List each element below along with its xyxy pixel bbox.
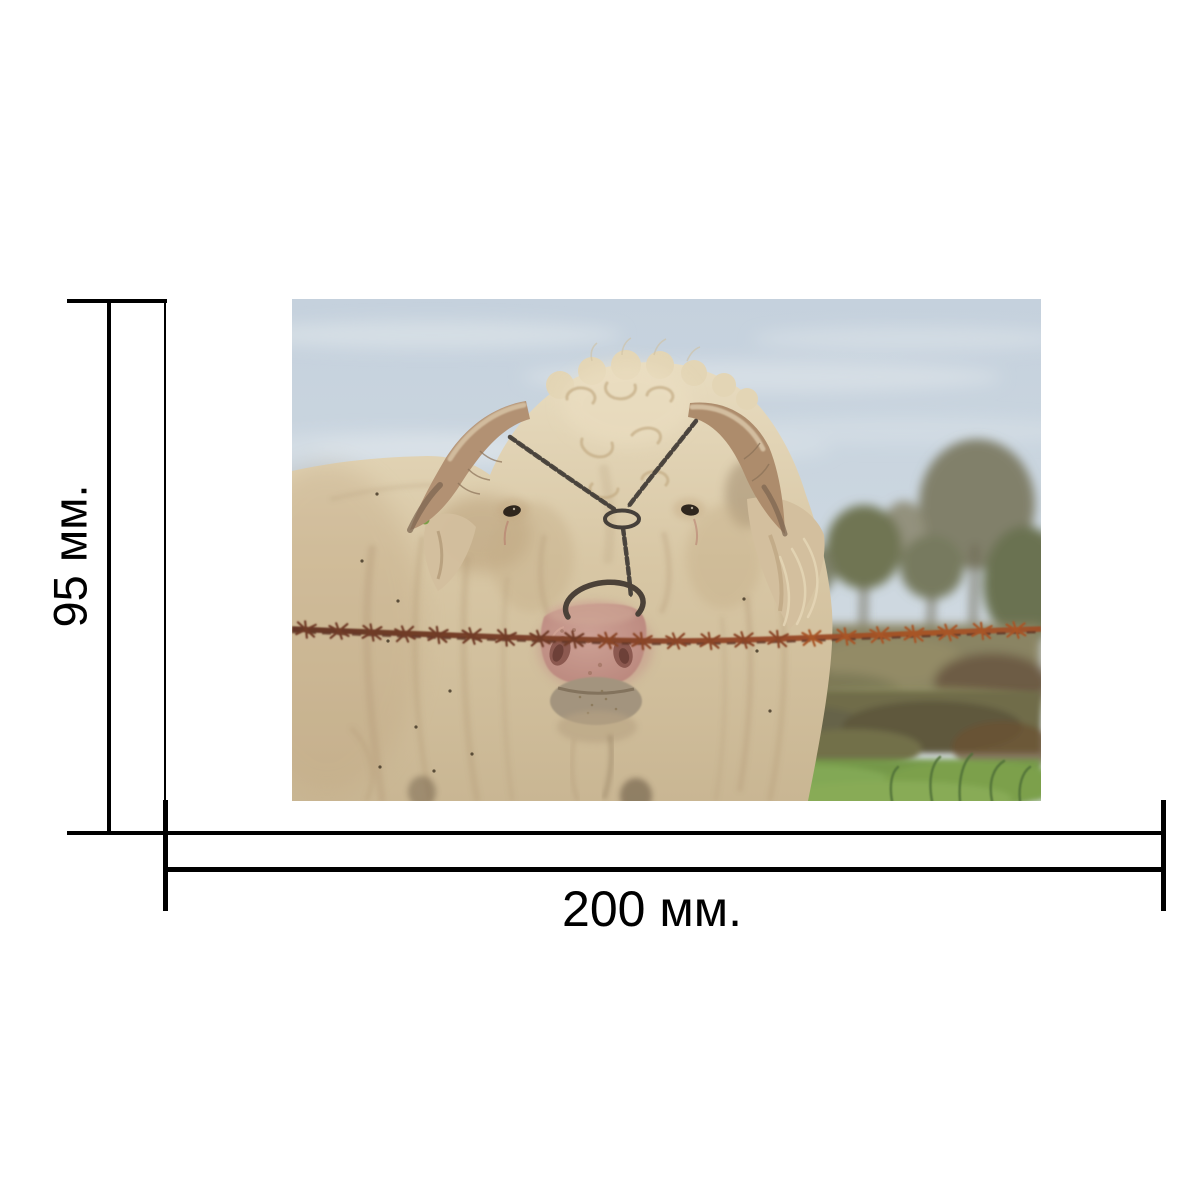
width-dimension-line [164, 867, 1166, 872]
bull [292, 337, 833, 801]
product-photo [292, 299, 1041, 801]
height-dimension-top-tick [67, 299, 167, 303]
right-eye [681, 504, 699, 516]
poll-wisps [590, 337, 701, 362]
width-dimension-label: 200 мм. [562, 881, 742, 937]
left-horn [407, 401, 530, 533]
baseline [67, 831, 1166, 835]
chin [408, 677, 652, 801]
height-dimension-label: 95 мм. [43, 484, 97, 628]
nose-ring [562, 579, 646, 620]
right-horn [688, 402, 788, 537]
height-dimension-line [107, 299, 111, 835]
fly-specks [360, 492, 772, 773]
right-ear [747, 497, 825, 629]
left-eye [503, 505, 521, 517]
muzzle [537, 601, 653, 691]
width-dimension-left-tick [163, 800, 168, 911]
halter-chain [507, 418, 699, 600]
halter-ring [603, 508, 641, 530]
bull-photo-illustration [292, 299, 1041, 801]
forehead-curls [565, 381, 675, 500]
grass-blades [889, 752, 1032, 801]
nostrils [549, 626, 633, 668]
eyes [497, 498, 705, 546]
background-trees [779, 439, 1041, 642]
width-dimension-right-tick [1161, 800, 1166, 911]
height-extension-line [164, 299, 166, 802]
barbed-wire [292, 619, 1041, 652]
grass [717, 759, 1041, 801]
